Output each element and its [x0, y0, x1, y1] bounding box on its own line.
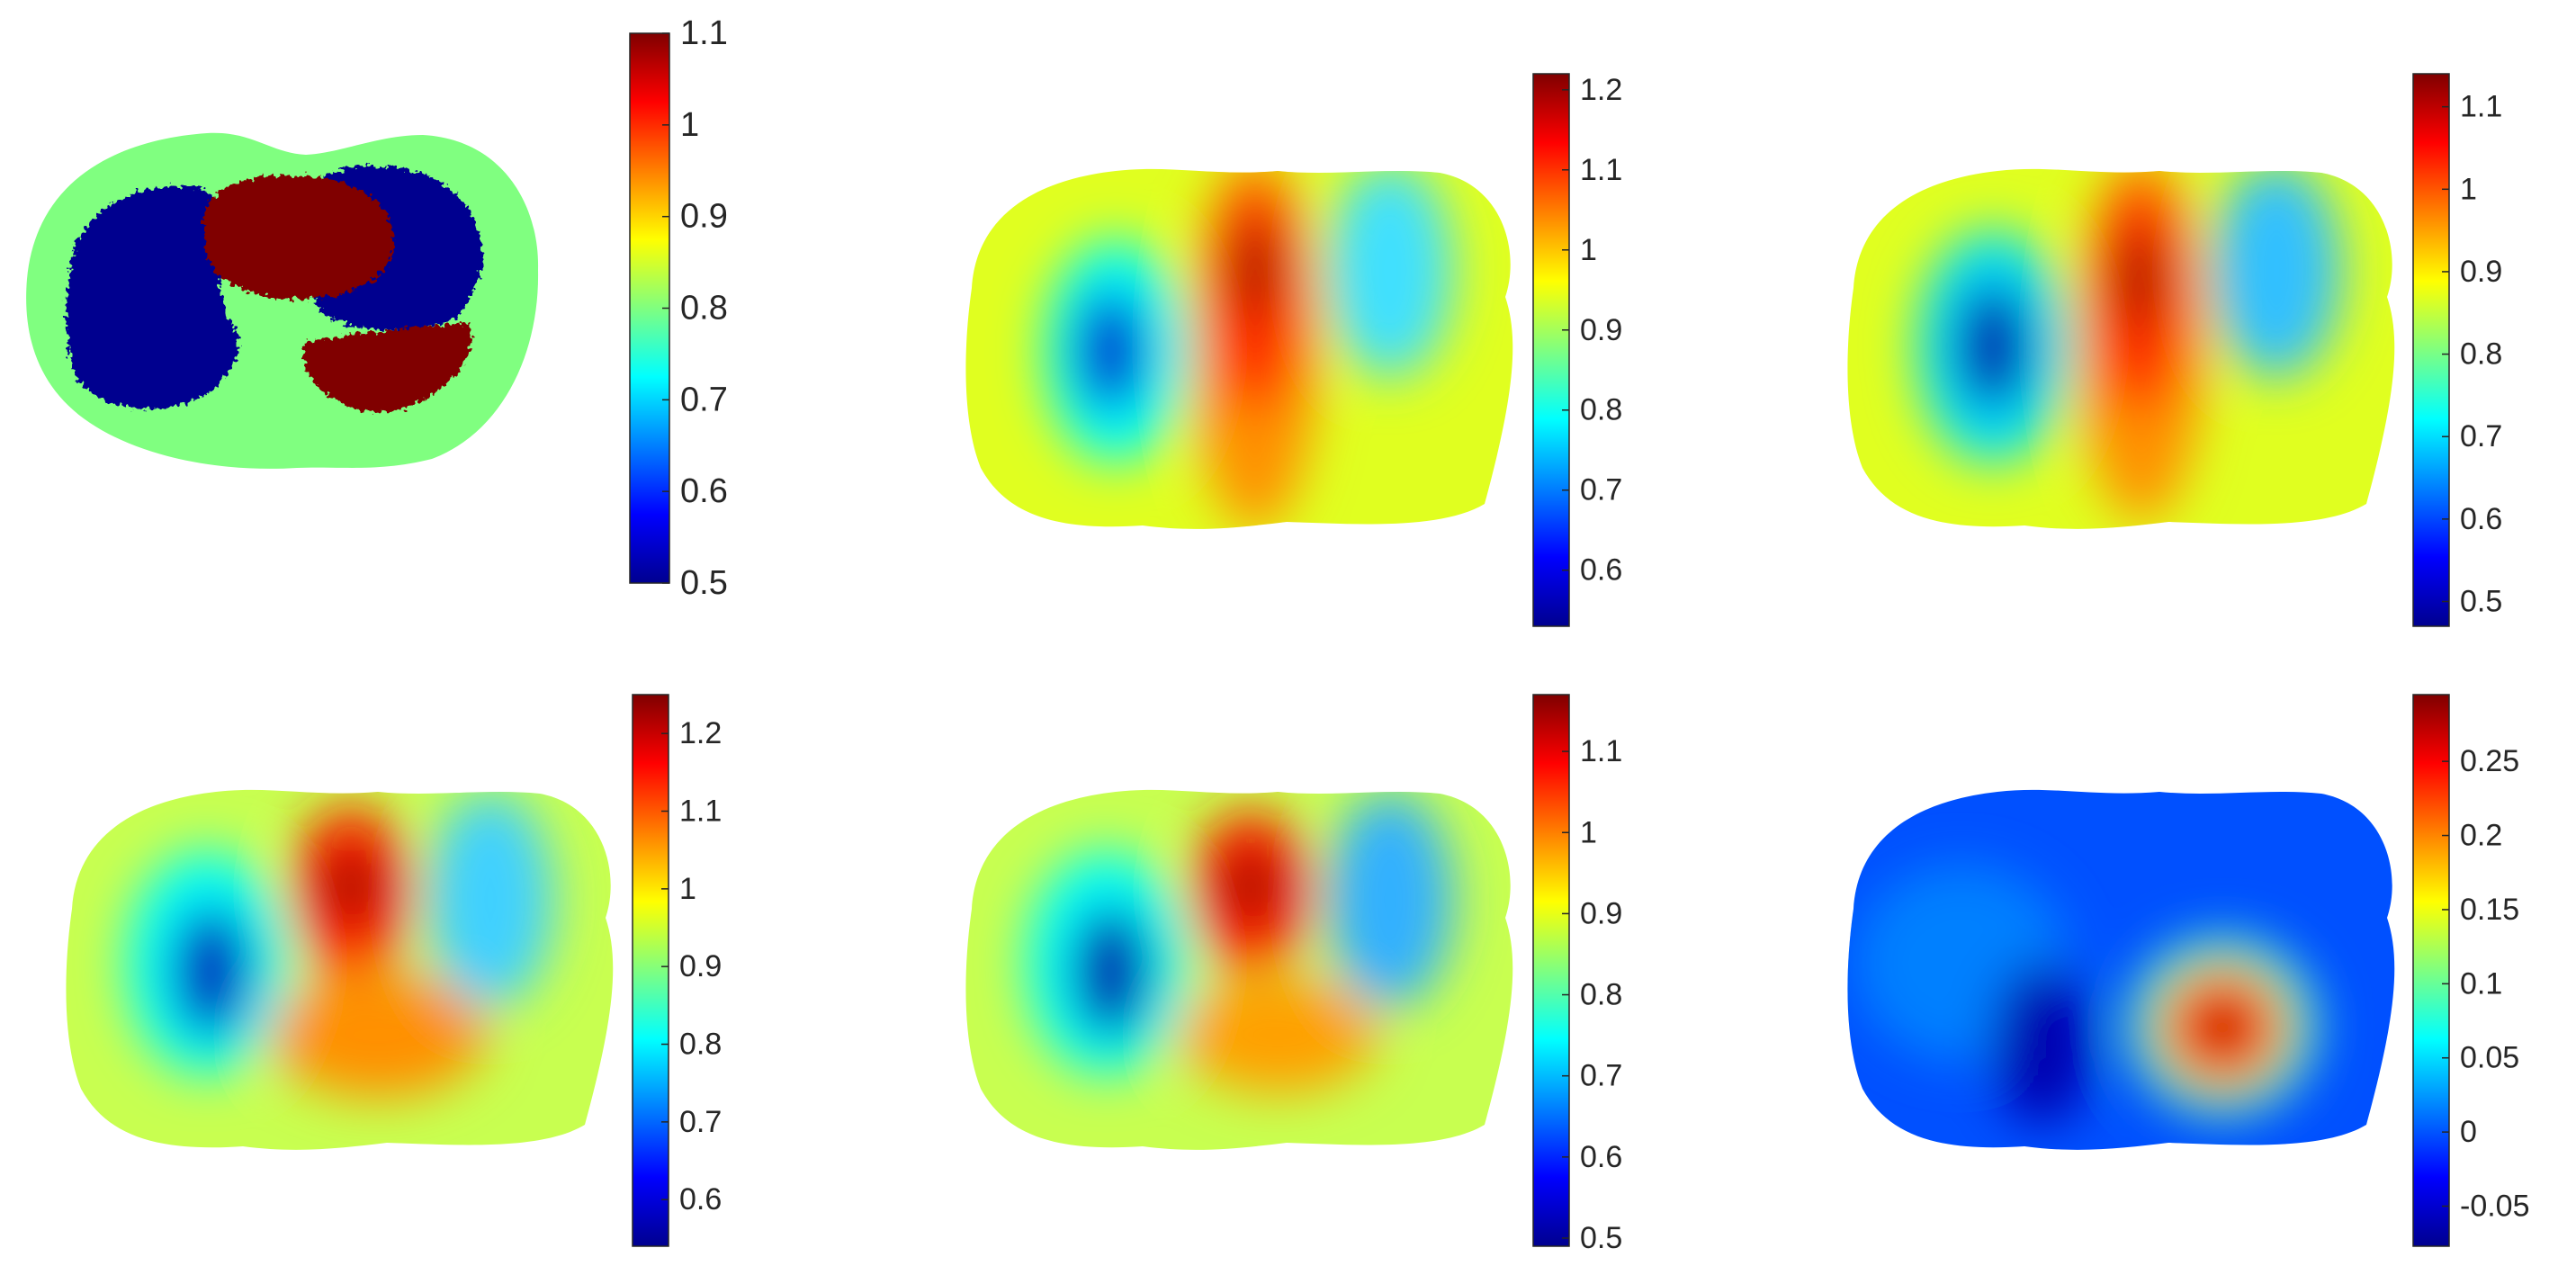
colorbar-tick-label: 0.7	[1580, 473, 1622, 507]
colorbar-tick-label: 0.8	[2460, 337, 2502, 372]
colorbar-tick-label: 1	[680, 106, 699, 144]
colorbar-tick-label: 0.9	[1580, 896, 1622, 930]
colorbar-tick-label: 1	[2460, 172, 2477, 206]
colorbar-gradient	[2412, 73, 2450, 627]
colorbar-tick-label: 0	[2460, 1115, 2477, 1149]
phantom-upper-high-region	[203, 175, 395, 300]
colorbar-4: 0.6 0.7 0.8 0.9 1 1.1 1.2	[632, 694, 722, 1247]
colorbar-tick-label: 0.9	[680, 198, 728, 236]
colorbar-tick-label: 1.1	[1580, 734, 1622, 768]
phantom-lower-high-region	[302, 322, 472, 413]
phantom-left-low-region	[66, 186, 239, 409]
colorbar-tick-label: 0.6	[679, 1182, 722, 1217]
colorbar-tick-label: 0.7	[679, 1105, 722, 1139]
colorbar-3: 0.5 0.6 0.7 0.8 0.9 1 1.1	[2412, 73, 2502, 627]
colorbar-gradient	[1532, 73, 1570, 627]
colorbar-tick-label: 0.8	[680, 290, 728, 328]
colorbar-tick-label: 0.2	[2460, 819, 2502, 853]
colorbar-tick-label: 1	[679, 872, 696, 906]
colorbar-tick-label: 0.9	[2460, 255, 2502, 289]
colorbar-tick-label: 0.8	[1580, 393, 1622, 427]
colorbar-tick-label: 0.25	[2460, 744, 2519, 778]
reconstruction-2-image	[965, 168, 1513, 529]
colorbar-tick-label: 0.8	[679, 1028, 722, 1062]
colorbar-tick-label: 0.15	[2460, 893, 2519, 927]
colorbar-tick-label: 0.7	[680, 381, 728, 418]
colorbar-tick-label: 0.9	[1580, 313, 1622, 347]
colorbar-tick-label: 1.1	[679, 795, 722, 829]
colorbar-gradient	[2412, 694, 2450, 1247]
colorbar-tick-label: 0.5	[2460, 585, 2502, 619]
colorbar-tick-label: 1.1	[2460, 90, 2502, 124]
reconstruction-3-image	[1847, 168, 2395, 529]
colorbar-tick-label: 1.2	[679, 716, 722, 750]
colorbar-tick-label: 1.2	[1580, 73, 1622, 107]
colorbar-6: -0.05 0 0.05 0.1 0.15 0.2 0.25	[2412, 694, 2530, 1247]
colorbar-tick-label: 1.1	[1580, 153, 1622, 187]
reconstruction-5-image	[965, 789, 1513, 1150]
colorbar-gradient	[1532, 694, 1570, 1247]
colorbar-5: 0.5 0.6 0.7 0.8 0.9 1 1.1	[1532, 694, 1622, 1255]
colorbar-tick-label: 0.5	[680, 564, 728, 602]
colorbar-tick-label: 0.1	[2460, 966, 2502, 1001]
colorbar-1: 0.5 0.6 0.7 0.8 0.9 1 1.1	[629, 14, 728, 602]
phantom-image	[26, 132, 539, 469]
colorbar-tick-label: 0.7	[1580, 1059, 1622, 1093]
colorbar-tick-label: 0.9	[679, 949, 722, 983]
colorbar-gradient	[632, 694, 669, 1247]
colorbar-tick-label: -0.05	[2460, 1190, 2530, 1224]
colorbar-tick-label: 0.5	[1580, 1221, 1622, 1255]
colorbar-tick-label: 1.1	[680, 14, 728, 52]
colorbar-2: 0.6 0.7 0.8 0.9 1 1.1 1.2	[1532, 73, 1622, 627]
colorbar-tick-label: 0.6	[1580, 1140, 1622, 1174]
phantom-right-low-region	[314, 166, 482, 330]
colorbar-tick-label: 1	[1580, 815, 1597, 849]
reconstruction-4-image	[66, 789, 614, 1150]
colorbar-tick-label: 0.6	[2460, 502, 2502, 536]
colorbar-tick-label: 0.8	[1580, 978, 1622, 1012]
reconstruction-6-image	[1847, 789, 2395, 1150]
colorbar-tick-label: 0.6	[1580, 553, 1622, 588]
colorbar-tick-label: 1	[1580, 233, 1597, 267]
colorbar-tick-label: 0.7	[2460, 419, 2502, 453]
colorbar-tick-label: 0.05	[2460, 1041, 2519, 1075]
colorbar-tick-label: 0.6	[680, 472, 728, 510]
